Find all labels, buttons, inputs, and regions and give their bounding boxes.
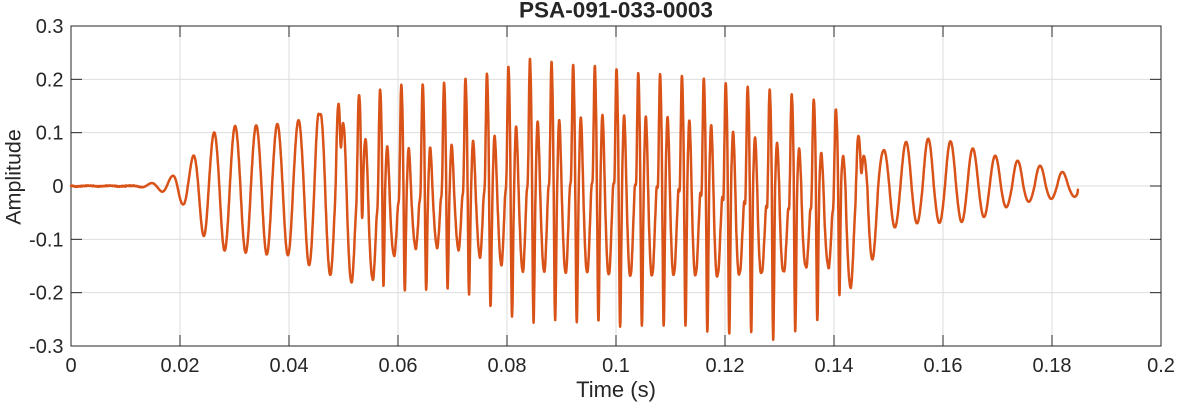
svg-text:0.1: 0.1 bbox=[602, 355, 630, 377]
svg-text:Time (s): Time (s) bbox=[576, 377, 656, 402]
svg-text:0.2: 0.2 bbox=[36, 69, 64, 91]
svg-text:0.3: 0.3 bbox=[36, 16, 64, 38]
svg-text:0.02: 0.02 bbox=[161, 355, 200, 377]
svg-text:0.2: 0.2 bbox=[1147, 355, 1175, 377]
svg-text:0.12: 0.12 bbox=[706, 355, 745, 377]
svg-text:0.08: 0.08 bbox=[488, 355, 527, 377]
svg-text:0: 0 bbox=[52, 176, 63, 198]
svg-text:-0.3: -0.3 bbox=[29, 336, 63, 358]
svg-text:0.1: 0.1 bbox=[36, 123, 64, 145]
svg-text:Amplitude: Amplitude bbox=[1, 129, 25, 225]
svg-text:0: 0 bbox=[65, 355, 76, 377]
svg-text:-0.1: -0.1 bbox=[29, 229, 63, 251]
svg-text:0.06: 0.06 bbox=[379, 355, 418, 377]
svg-text:0.04: 0.04 bbox=[270, 355, 309, 377]
svg-text:-0.2: -0.2 bbox=[29, 283, 63, 305]
svg-text:PSA-091-033-0003: PSA-091-033-0003 bbox=[519, 0, 713, 23]
svg-text:0.16: 0.16 bbox=[924, 355, 963, 377]
svg-text:0.18: 0.18 bbox=[1033, 355, 1072, 377]
svg-text:0.14: 0.14 bbox=[815, 355, 854, 377]
